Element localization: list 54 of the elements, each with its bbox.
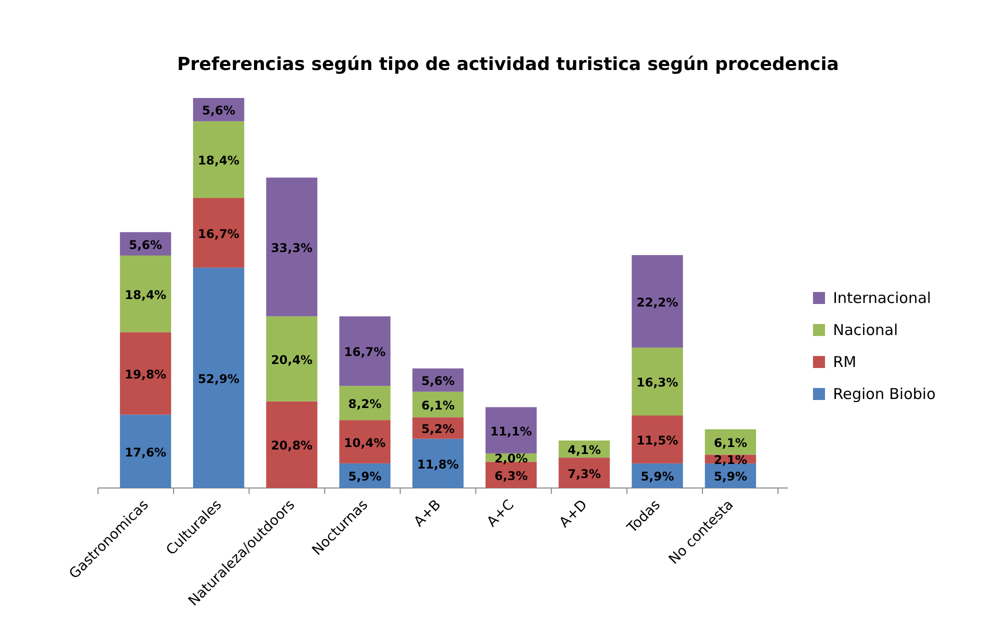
bar bbox=[266, 316, 318, 402]
data-label: 19,8% bbox=[124, 367, 166, 382]
data-label: 52,9% bbox=[198, 372, 240, 386]
data-label: 20,8% bbox=[270, 438, 313, 453]
bar bbox=[412, 438, 464, 488]
data-label: 16,3% bbox=[636, 376, 678, 390]
data-label: 2,1% bbox=[714, 453, 748, 468]
data-label: 5,6% bbox=[128, 238, 162, 252]
data-label: 10,4% bbox=[344, 436, 386, 450]
legend-label: Internacional bbox=[833, 289, 932, 307]
bar bbox=[120, 332, 172, 415]
bar bbox=[193, 268, 244, 488]
data-label: 20,4% bbox=[270, 352, 313, 367]
bar bbox=[632, 416, 683, 464]
data-label: 5,9% bbox=[348, 470, 382, 484]
data-label: 5,2% bbox=[421, 422, 455, 436]
legend-label: Nacional bbox=[833, 321, 898, 339]
data-label: 11,8% bbox=[417, 457, 459, 472]
data-label: 7,3% bbox=[568, 466, 601, 481]
data-label: 6,1% bbox=[421, 398, 455, 412]
data-label: 16,7% bbox=[344, 345, 386, 360]
data-label: 8,2% bbox=[348, 397, 382, 411]
data-label: 22,2% bbox=[636, 295, 678, 310]
data-label: 11,1% bbox=[490, 424, 532, 438]
data-label: 6,3% bbox=[494, 468, 528, 483]
bar bbox=[193, 198, 244, 268]
bar bbox=[193, 121, 244, 198]
bar bbox=[558, 458, 610, 488]
data-label: 5,6% bbox=[202, 104, 236, 118]
legend-label: RM bbox=[833, 353, 856, 371]
bar bbox=[486, 407, 537, 454]
legend-label: Region Biobio bbox=[833, 385, 936, 403]
data-label: 2,0% bbox=[494, 452, 528, 466]
data-label: 33,3% bbox=[270, 240, 313, 255]
bar bbox=[339, 316, 390, 386]
bar bbox=[632, 348, 683, 416]
bar bbox=[632, 255, 683, 348]
data-label: 5,6% bbox=[421, 374, 455, 388]
data-label: 18,4% bbox=[124, 288, 166, 302]
data-label: 11,5% bbox=[636, 433, 678, 448]
data-label: 6,1% bbox=[714, 436, 748, 450]
data-label: 5,9% bbox=[640, 470, 674, 484]
chart-title: Preferencias según tipo de actividad turistica según procedencia bbox=[177, 54, 839, 75]
data-label: 5,9% bbox=[714, 470, 748, 484]
bar bbox=[339, 386, 390, 420]
bar bbox=[266, 401, 318, 488]
data-label: 4,1% bbox=[568, 443, 601, 458]
bar bbox=[120, 414, 172, 488]
bar bbox=[266, 178, 318, 316]
data-label: 17,6% bbox=[124, 445, 166, 460]
data-label: 18,4% bbox=[198, 154, 240, 168]
bar bbox=[120, 256, 172, 332]
bar bbox=[339, 420, 390, 464]
data-label: 16,7% bbox=[198, 226, 240, 241]
